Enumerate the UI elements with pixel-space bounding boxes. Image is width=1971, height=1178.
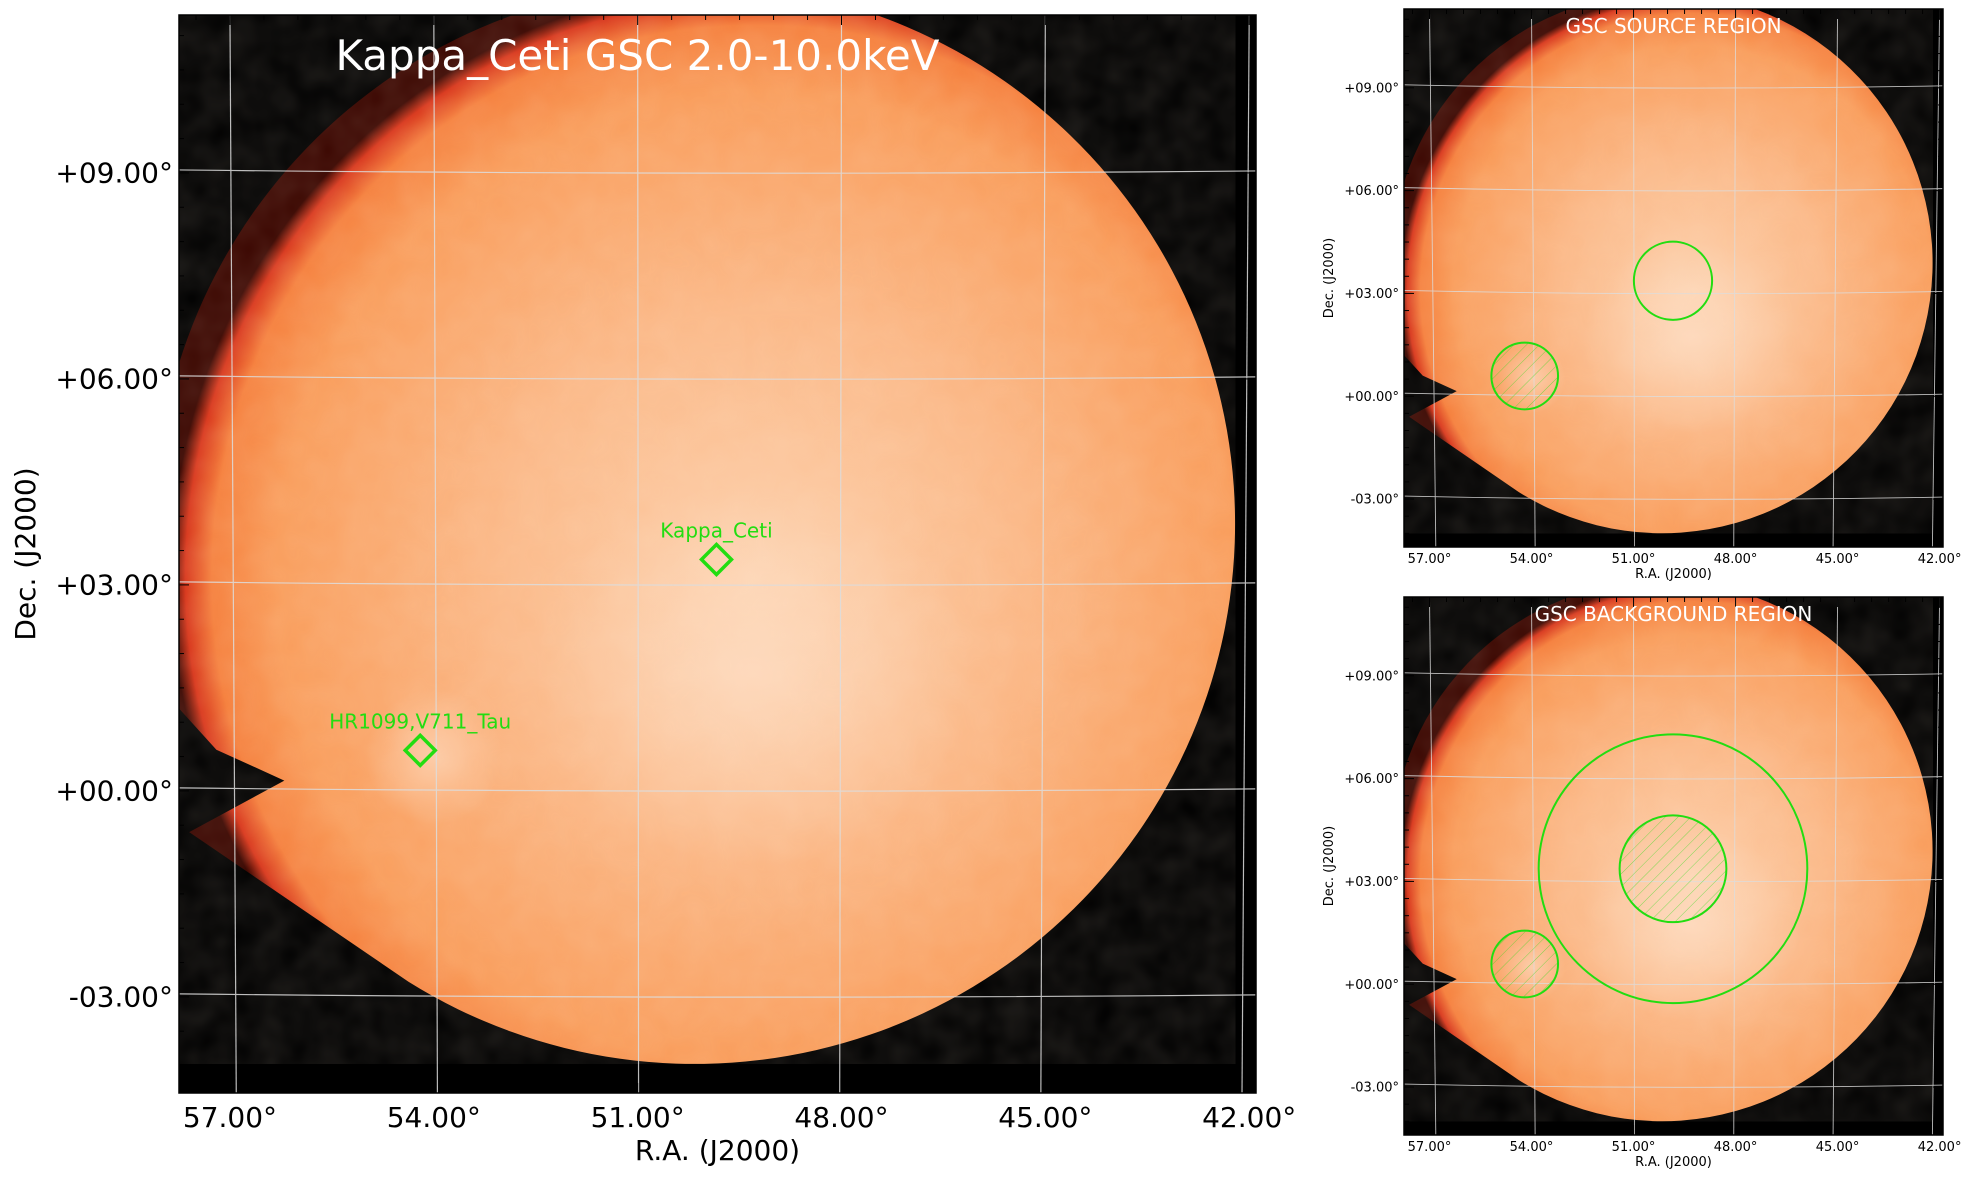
y-tick-label: -03.00°	[1351, 1081, 1399, 1096]
grid-line-ra	[1040, 15, 1046, 1093]
panel-3: 57.00° 54.00° 51.00° 48.00° 45.00° 42.00° +09.…	[1322, 596, 1962, 1170]
y-tick-label: +00.00°	[55, 775, 173, 808]
source-label: HR1099,V711_Tau	[329, 709, 511, 733]
y-tick-label: +06.00°	[1344, 772, 1399, 787]
grid-line-dec	[1404, 187, 1943, 192]
panel-title: GSC SOURCE REGION	[1565, 14, 1781, 38]
grid-line-dec	[1404, 289, 1943, 295]
source-label: Kappa_Ceti	[660, 518, 772, 542]
x-tick-label: 54.00°	[1510, 552, 1554, 567]
bright-emission	[1582, 242, 1801, 434]
x-axis-label: R.A. (J2000)	[1635, 567, 1712, 582]
y-tick-label: +00.00°	[1344, 978, 1399, 993]
x-tick-label: 42.00°	[1918, 1140, 1962, 1155]
x-tick-label: 51.00°	[1612, 552, 1656, 567]
x-tick-label: 42.00°	[1918, 552, 1962, 567]
grid	[1404, 9, 1943, 547]
y-tick-label: +03.00°	[1344, 287, 1399, 302]
axes-frame	[1403, 8, 1944, 548]
grid-line-dec	[179, 787, 1256, 792]
minor-ticks	[1404, 597, 1943, 1135]
region-circle	[1632, 240, 1714, 321]
y-tick-label: +09.00°	[1344, 669, 1399, 684]
exposure-image	[179, 15, 1236, 1064]
panel-1: 57.00° 54.00° 51.00° 48.00° 45.00° 42.00° +09.…	[9, 14, 1296, 1167]
grid-line-ra	[1832, 597, 1839, 1135]
x-axis-label: R.A. (J2000)	[635, 1134, 800, 1167]
x-tick-label: 54.00°	[387, 1101, 481, 1134]
x-axis-label: R.A. (J2000)	[1635, 1155, 1712, 1170]
grid-line-dec	[179, 169, 1256, 174]
region-circle	[1537, 733, 1809, 1005]
y-axis-label: Dec. (J2000)	[1322, 826, 1337, 906]
x-tick-label: 42.00°	[1202, 1101, 1296, 1134]
grid-line-ra	[1733, 597, 1737, 1135]
x-tick-label: 45.00°	[1816, 1140, 1860, 1155]
excluded-region-circle	[1618, 814, 1728, 924]
x-tick-label: 57.00°	[183, 1101, 277, 1134]
grid-line-dec	[1404, 672, 1943, 677]
x-tick-label: 48.00°	[1714, 1140, 1758, 1155]
grid-line-ra	[1931, 597, 1941, 1135]
source-marker	[402, 732, 438, 768]
y-axis-label: Dec. (J2000)	[1322, 238, 1337, 318]
grid-line-dec	[1404, 392, 1943, 397]
grid-line-dec	[1404, 775, 1943, 780]
grid-line-ra	[839, 15, 843, 1093]
grid-line-dec	[179, 993, 1256, 998]
x-tick-label: 57.00°	[1408, 552, 1452, 567]
grid-line-ra	[1832, 9, 1839, 547]
grid-line-dec	[179, 375, 1256, 380]
y-tick-label: +06.00°	[1344, 184, 1399, 199]
grid-line-dec	[179, 581, 1256, 586]
excluded-region-circle	[1490, 929, 1560, 999]
grid-line-ra	[1241, 15, 1250, 1093]
y-tick-label: +03.00°	[55, 569, 173, 602]
grid-line-ra	[229, 15, 237, 1093]
x-tick-label: 51.00°	[1612, 1140, 1656, 1155]
grid-line-ra	[637, 15, 640, 1093]
y-axis-label: Dec. (J2000)	[9, 467, 42, 640]
axes-frame	[178, 14, 1257, 1094]
panel-title: Kappa_Ceti GSC 2.0-10.0keV	[336, 31, 940, 80]
minor-ticks	[1404, 9, 1943, 547]
grid	[1404, 597, 1943, 1135]
grid-line-dec	[1404, 980, 1943, 985]
y-tick-label: +09.00°	[55, 157, 173, 190]
x-tick-label: 45.00°	[998, 1101, 1092, 1134]
excluded-region-circle	[1490, 341, 1560, 411]
panel-title: GSC BACKGROUND REGION	[1535, 602, 1813, 626]
panel-2: 57.00° 54.00° 51.00° 48.00° 45.00° 42.00° +09.…	[1322, 8, 1962, 582]
grid-line-ra	[1429, 9, 1437, 547]
grid-line-ra	[1931, 9, 1941, 547]
grid-line-dec	[1404, 1083, 1943, 1088]
grid-line-ra	[433, 15, 439, 1093]
x-tick-label: 54.00°	[1510, 1140, 1554, 1155]
grid-line-ra	[1733, 9, 1737, 547]
y-tick-label: -03.00°	[69, 981, 173, 1014]
grid-line-dec	[1404, 495, 1943, 500]
x-tick-label: 45.00°	[1816, 552, 1860, 567]
axes-frame	[1403, 596, 1944, 1136]
x-tick-label: 48.00°	[794, 1101, 888, 1134]
x-tick-label: 57.00°	[1408, 1140, 1452, 1155]
x-tick-label: 51.00°	[591, 1101, 685, 1134]
grid-line-ra	[1429, 597, 1437, 1135]
x-tick-label: 48.00°	[1714, 552, 1758, 567]
bright-emission	[535, 483, 971, 865]
minor-ticks	[179, 15, 1256, 1093]
exposure-image	[1404, 9, 1933, 534]
grid-line-dec	[1404, 84, 1943, 89]
y-tick-label: +03.00°	[1344, 875, 1399, 890]
y-tick-label: -03.00°	[1351, 493, 1399, 508]
y-tick-label: +09.00°	[1344, 81, 1399, 96]
grid-line-ra	[1531, 9, 1536, 547]
source-marker	[699, 542, 734, 577]
grid-line-ra	[1531, 597, 1536, 1135]
y-tick-label: +06.00°	[55, 363, 173, 396]
grid	[179, 15, 1256, 1093]
y-tick-label: +00.00°	[1344, 390, 1399, 405]
